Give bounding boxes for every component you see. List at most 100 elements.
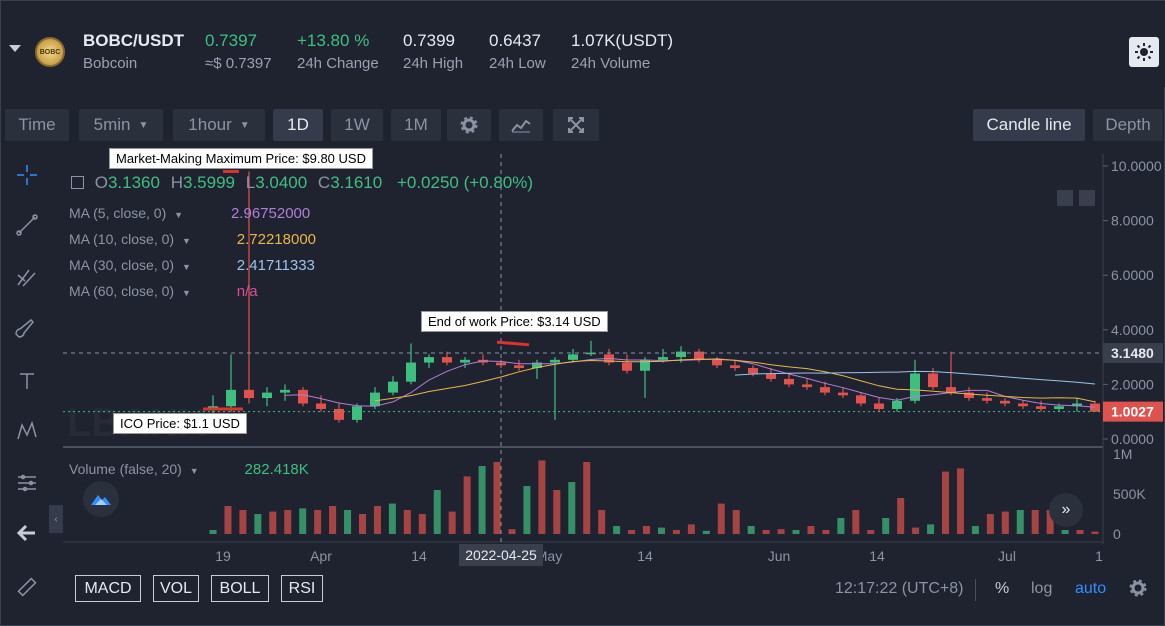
interval-1d-button[interactable]: 1D <box>273 109 323 141</box>
volume-bar <box>702 530 710 534</box>
interval-hour-dropdown[interactable]: 1hour ▼ <box>173 109 265 141</box>
interval-1m-button[interactable]: 1M <box>391 109 441 141</box>
ticker-header: BOBC BOBC/USDT Bobcoin 0.7397 ≈$ 0.7397 … <box>1 1 1165 87</box>
volume-bar <box>224 506 232 534</box>
ma10-line <box>374 358 1096 403</box>
candle-body <box>622 362 632 371</box>
indicators-button[interactable] <box>499 109 543 141</box>
volume-label: 24h Volume <box>571 55 651 72</box>
settings-button[interactable] <box>447 109 491 141</box>
trend-line-icon[interactable] <box>15 213 39 237</box>
interval-1w-button[interactable]: 1W <box>331 109 383 141</box>
candle-body <box>550 359 560 363</box>
price-tick-label: 0.0000 <box>1111 431 1154 447</box>
volume-bar <box>553 490 561 534</box>
crosshair-price-tag <box>1103 343 1163 364</box>
depth-tab[interactable]: Depth <box>1093 109 1163 141</box>
volume-bar <box>1061 530 1069 534</box>
macd-button[interactable]: MACD <box>75 575 141 602</box>
pane-down-button <box>1057 190 1073 206</box>
crosshair-date-tag <box>459 544 543 566</box>
price-tick-label: 2.0000 <box>1111 376 1154 392</box>
interval-min-dropdown[interactable]: 5min ▼ <box>79 109 163 141</box>
rsi-button[interactable]: RSI <box>281 575 323 602</box>
candle-body <box>892 400 902 409</box>
volume-bar <box>687 524 695 534</box>
log-toggle[interactable]: log <box>1031 580 1053 597</box>
ohlc-c: 3.1610 <box>330 173 383 192</box>
volume-bar <box>448 511 456 534</box>
ma-legend-10[interactable]: MA (10, close, 0) ▼ 2.72218000 <box>69 231 316 248</box>
scroll-right-button[interactable]: » <box>1049 493 1083 527</box>
volume-bar <box>897 498 905 534</box>
bottom-bar: MACD VOL BOLL RSI 12:17:22 (UTC+8) % log… <box>63 571 1165 611</box>
chevron-down-icon: ▼ <box>181 236 191 246</box>
candle-body <box>964 392 974 399</box>
ico-price-callout: ICO Price: $1.1 USD <box>113 413 247 434</box>
volume-bar <box>792 530 800 534</box>
volume-bar <box>568 482 576 534</box>
brush-icon[interactable] <box>15 317 39 341</box>
volume-bar <box>942 471 950 534</box>
gear-icon[interactable] <box>1129 579 1147 597</box>
ma-legend-30[interactable]: MA (30, close, 0) ▼ 2.41711333 <box>69 257 315 274</box>
lbank-badge-icon <box>83 481 119 517</box>
ma-legend-5[interactable]: MA (5, close, 0) ▼ 2.96752000 <box>69 205 310 222</box>
candle-body <box>244 389 254 399</box>
high-label: 24h High <box>403 55 464 72</box>
ma-legend-60[interactable]: MA (60, close, 0) ▼ n/a <box>69 283 258 300</box>
percent-toggle[interactable]: % <box>995 580 1010 597</box>
expand-icon <box>568 117 584 133</box>
time-tick-label: Jul <box>998 548 1016 564</box>
volume-bar <box>463 476 471 534</box>
crosshair-date-label: 2022-04-25 <box>465 547 537 563</box>
candle-body <box>640 359 650 371</box>
collapse-rail-button[interactable]: ‹ <box>49 505 63 533</box>
text-tool-icon[interactable] <box>15 369 39 393</box>
ohlc-l-label: L <box>245 173 256 192</box>
candle-body <box>982 398 992 401</box>
ruler-icon[interactable] <box>15 575 39 599</box>
candle-line-tab[interactable]: Candle line <box>973 109 1085 141</box>
candle-body <box>928 373 938 388</box>
volume-bar <box>1076 530 1084 534</box>
volume-bar <box>269 511 277 534</box>
volume-bar <box>1046 510 1054 534</box>
pair-name[interactable]: BOBC/USDT <box>83 31 185 50</box>
candle-body <box>226 389 236 407</box>
price-tick-label: 10.0000 <box>1111 158 1162 174</box>
boll-button[interactable]: BOLL <box>211 575 269 602</box>
pane-up-button <box>1079 190 1095 206</box>
candle-body <box>514 365 524 369</box>
legend-collapse-icon[interactable] <box>71 176 84 189</box>
pattern-icon[interactable] <box>15 419 39 443</box>
volume-bar <box>732 510 740 534</box>
volume-bar <box>747 526 755 534</box>
max-price-callout: Market-Making Maximum Price: $9.80 USD <box>109 148 373 169</box>
candle-body <box>568 354 578 360</box>
back-arrow-icon[interactable] <box>15 521 39 545</box>
candle-body <box>910 373 920 401</box>
volume-legend[interactable]: Volume (false, 20) ▼ 282.418K <box>69 461 309 478</box>
candle-body <box>406 362 416 382</box>
price-tick-label: 6.0000 <box>1111 267 1154 283</box>
pair-dropdown-icon[interactable] <box>9 45 21 52</box>
auto-toggle[interactable]: auto <box>1075 580 1107 597</box>
crosshair-price-label: 3.1480 <box>1111 345 1154 361</box>
theme-toggle-button[interactable] <box>1129 37 1159 67</box>
time-button[interactable]: Time <box>5 109 69 141</box>
fullscreen-button[interactable] <box>553 109 599 141</box>
ma-label: MA (10, close, 0) <box>69 231 175 247</box>
volume-bar <box>209 530 217 534</box>
volume-tick-label: 1M <box>1113 446 1132 462</box>
time-tick-label: Apr <box>310 548 332 564</box>
gear-icon <box>460 116 478 134</box>
measure-icon[interactable] <box>15 471 39 495</box>
volume-bar <box>239 510 247 534</box>
candle-body <box>1090 403 1100 412</box>
fib-lines-icon[interactable] <box>15 265 39 289</box>
vol-button[interactable]: VOL <box>153 575 199 602</box>
volume-bar <box>598 510 606 534</box>
crosshair-icon[interactable] <box>15 163 39 187</box>
volume-bar <box>912 527 920 534</box>
